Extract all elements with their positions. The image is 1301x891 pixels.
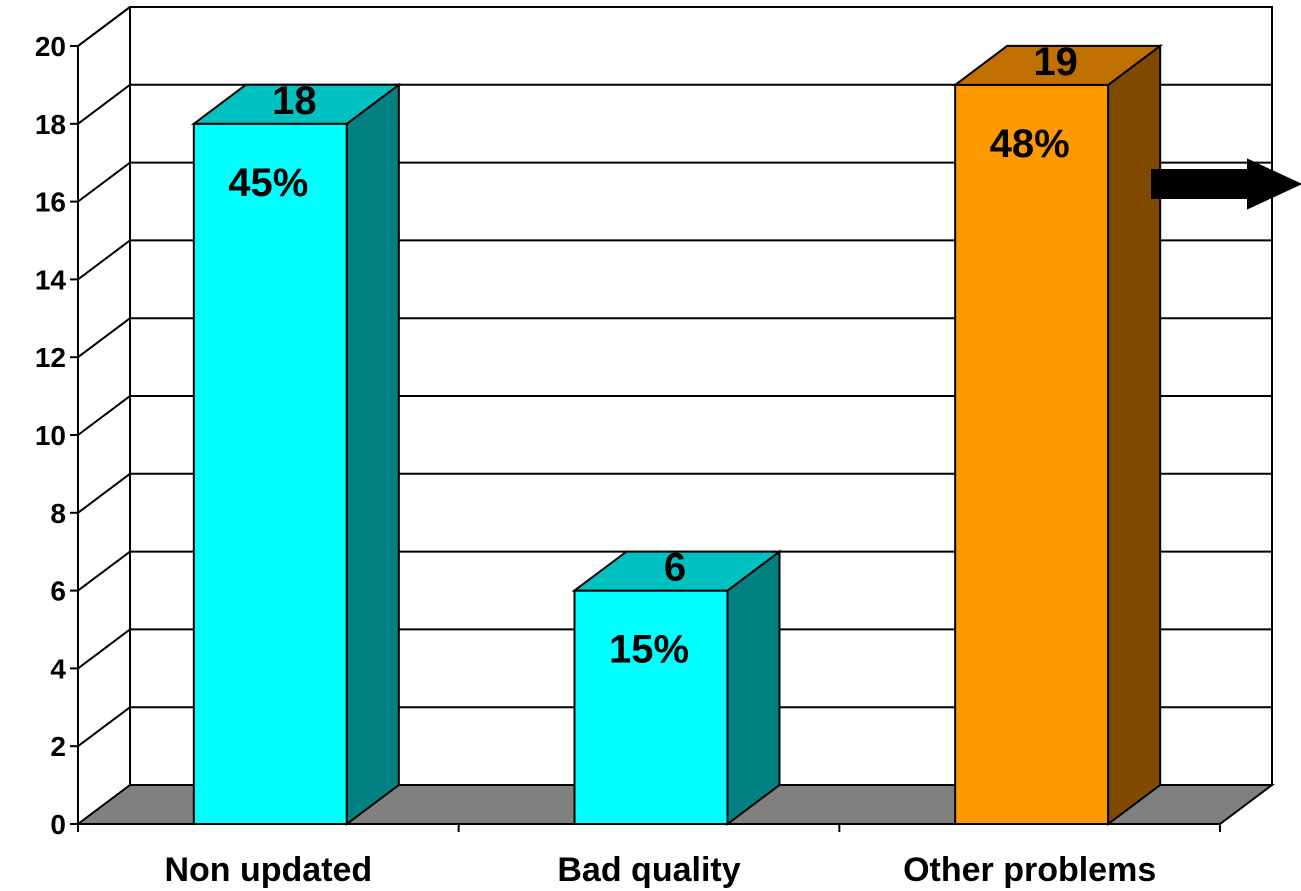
y-tick-label: 20	[35, 31, 66, 62]
y-tick-label: 8	[50, 498, 66, 529]
y-tick-label: 6	[50, 576, 66, 607]
bar-side	[345, 82, 400, 826]
data-label: 6	[664, 546, 686, 590]
y-tick-label: 2	[50, 731, 66, 762]
side-wall-gridline	[77, 550, 131, 592]
bar	[192, 122, 348, 825]
side-wall-gridline	[77, 317, 131, 359]
side-wall-gridline	[77, 395, 131, 436]
y-tick-label: 0	[50, 809, 66, 840]
bar-top	[571, 550, 783, 592]
x-tick-label: Other problems	[903, 851, 1156, 889]
data-label: 19	[1033, 40, 1078, 84]
side-wall-gridline	[77, 472, 131, 514]
y-tick-label: 14	[35, 264, 67, 295]
x-tick-label: Non updated	[164, 851, 372, 889]
data-label: 18	[272, 79, 317, 123]
bar	[573, 589, 729, 825]
bar-side	[1107, 43, 1162, 826]
bar-top	[190, 83, 402, 125]
x-tick-label: Bad quality	[557, 851, 740, 889]
side-wall-gridline	[77, 239, 131, 281]
y-tick-label: 12	[35, 342, 66, 373]
right-arrow-icon	[1151, 158, 1301, 210]
percent-label: 45%	[228, 161, 308, 205]
side-wall-gridline	[77, 628, 131, 670]
percent-label: 48%	[990, 122, 1070, 166]
side-wall-gridline	[77, 706, 131, 748]
side-wall-top-edge	[77, 6, 131, 47]
bar-side	[726, 549, 781, 826]
y-tick-label: 18	[35, 109, 66, 140]
y-tick-label: 4	[50, 653, 66, 684]
side-wall-gridline	[77, 84, 131, 125]
bar-top	[952, 44, 1164, 86]
side-wall-gridline	[77, 161, 131, 203]
y-tick-label: 10	[35, 420, 66, 451]
y-tick-label: 16	[35, 187, 66, 218]
bar	[954, 83, 1110, 825]
percent-label: 15%	[609, 628, 689, 672]
